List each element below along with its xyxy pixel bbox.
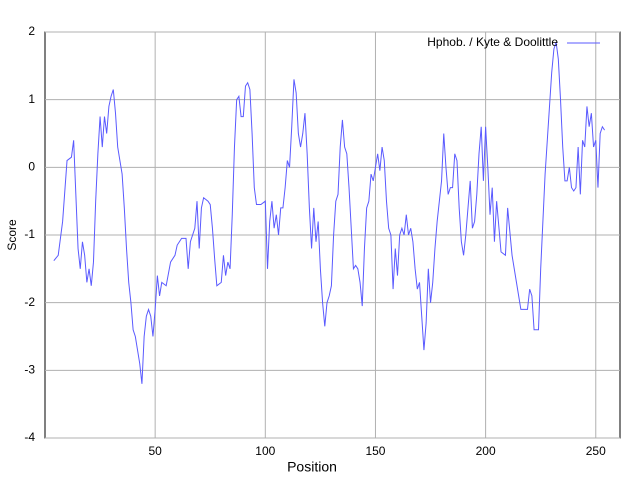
y-tick-label: 1	[28, 92, 35, 106]
x-tick-label: 50	[148, 444, 162, 458]
data-line	[53, 41, 605, 384]
y-tick-label: -4	[24, 430, 35, 444]
legend-label: Hphob. / Kyte & Doolittle	[427, 35, 558, 49]
y-tick-label: -3	[24, 363, 35, 377]
x-tick-label: 100	[255, 444, 275, 458]
x-tick-label: 200	[476, 444, 496, 458]
y-tick-label: -1	[24, 227, 35, 241]
y-tick-label: 0	[28, 160, 35, 174]
y-axis-label: Score	[5, 219, 19, 251]
y-tick-label: 2	[28, 24, 35, 38]
x-tick-label: 250	[586, 444, 606, 458]
x-axis-label: Position	[287, 459, 337, 475]
x-tick-label: 150	[365, 444, 385, 458]
y-tick-label: -2	[24, 295, 35, 309]
